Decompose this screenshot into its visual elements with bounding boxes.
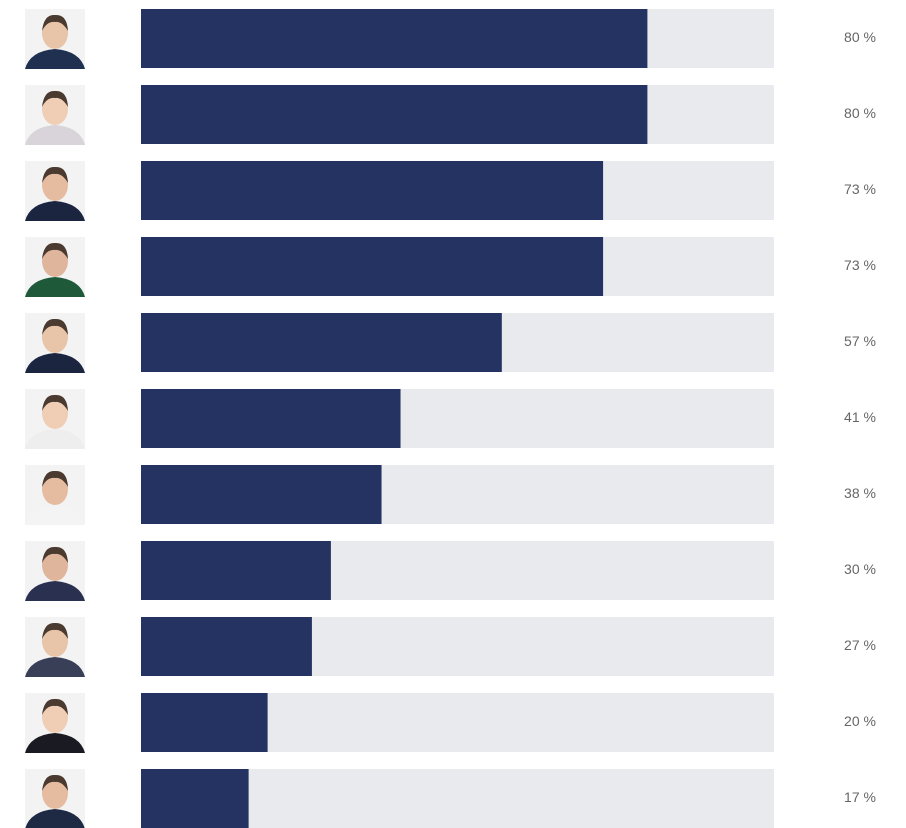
avatar-head [42,397,68,429]
bar [141,161,604,220]
avatar-hair [42,470,68,487]
avatar-body [25,201,85,221]
avatar-hair [42,698,68,715]
avatar-head [42,321,68,353]
avatar-body [25,657,85,677]
value-label: 30 % [844,561,876,577]
avatar-head [42,777,68,809]
avatar-body [25,277,85,297]
bar [141,693,268,752]
bar [141,237,604,296]
avatar-body [25,581,85,601]
avatar-hair [42,774,68,791]
avatar-body [25,353,85,373]
bar [141,465,382,524]
bar [141,617,312,676]
avatar-body [25,49,85,69]
avatar-hair [42,546,68,563]
value-label: 73 % [844,257,876,273]
value-label: 27 % [844,637,876,653]
avatar-hair [42,622,68,639]
avatar-body [25,505,85,525]
bar [141,389,401,448]
value-label: 73 % [844,181,876,197]
avatar-hair [42,242,68,259]
avatar-body [25,125,85,145]
bar [141,9,648,68]
value-label: 80 % [844,29,876,45]
bar [141,313,502,372]
avatar-head [42,93,68,125]
value-label: 17 % [844,789,876,805]
avatar-head [42,17,68,49]
value-label: 38 % [844,485,876,501]
avatar-hair [42,14,68,31]
avatar-body [25,733,85,753]
avatar-head [42,701,68,733]
avatar-head [42,169,68,201]
bar [141,541,331,600]
avatar-hair [42,318,68,335]
value-label: 41 % [844,409,876,425]
avatar-hair [42,394,68,411]
avatar-head [42,245,68,277]
value-label: 20 % [844,713,876,729]
value-label: 57 % [844,333,876,349]
bar [141,769,249,828]
value-label: 80 % [844,105,876,121]
avatar-body [25,809,85,828]
avatar-head [42,549,68,581]
bar [141,85,648,144]
avatar-body [25,429,85,449]
avatar-head [42,625,68,657]
avatar-hair [42,90,68,107]
avatar-head [42,473,68,505]
avatar-hair [42,166,68,183]
